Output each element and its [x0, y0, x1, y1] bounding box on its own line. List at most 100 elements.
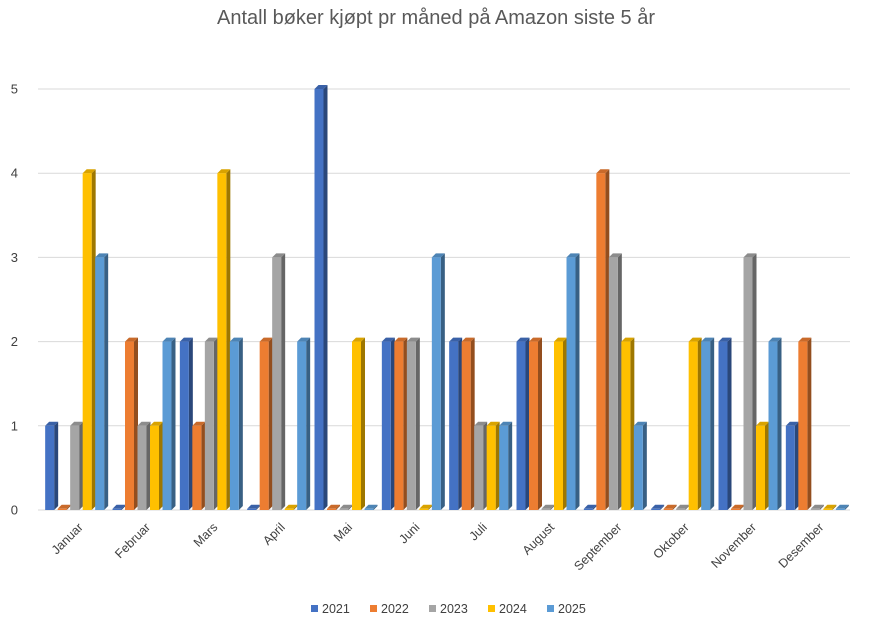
- bar-top: [621, 337, 635, 342]
- bar-top: [486, 421, 500, 426]
- bar-2025-Juni: [431, 253, 445, 510]
- bar-side: [213, 337, 218, 510]
- bar-side: [660, 504, 665, 510]
- y-tick-label: 0: [11, 503, 18, 518]
- bar-2025-Mars: [229, 337, 243, 510]
- bar-top: [339, 504, 353, 509]
- bar-top: [394, 337, 408, 342]
- bar-front: [297, 341, 307, 510]
- bar-2023-Mars: [204, 337, 218, 510]
- bar-top: [406, 337, 420, 342]
- bar-front: [756, 425, 765, 510]
- bar-2022-Mars: [192, 421, 206, 510]
- bar-side: [281, 253, 286, 510]
- bar-front: [541, 508, 551, 510]
- bar-front: [82, 173, 92, 510]
- bar-front: [217, 173, 227, 510]
- bar-side: [832, 504, 837, 510]
- bar-2024-Oktober: [688, 337, 702, 510]
- bar-2021-Oktober: [651, 504, 665, 510]
- bar-top: [45, 421, 59, 426]
- bar-2025-Februar: [162, 337, 176, 510]
- bar-top: [57, 504, 71, 509]
- bar-side: [727, 337, 732, 510]
- bar-front: [785, 425, 795, 510]
- bar-top: [768, 337, 782, 342]
- bar-front: [247, 508, 257, 510]
- bar-front: [474, 425, 484, 510]
- bar-2025-November: [768, 337, 782, 510]
- bar-side: [844, 504, 849, 510]
- bar-2023-November: [743, 253, 757, 510]
- bar-side: [630, 337, 635, 510]
- bar-2025-Juli: [499, 421, 513, 510]
- bar-2022-Desember: [798, 337, 812, 510]
- y-tick-label: 1: [11, 418, 18, 433]
- legend: 2021 2022 2023 2024 2025: [311, 602, 586, 616]
- legend-item-2024: 2024: [488, 602, 527, 616]
- bar-2023-September: [608, 253, 622, 510]
- bar-side: [697, 337, 702, 510]
- bar-front: [461, 341, 471, 510]
- bar-side: [79, 421, 84, 510]
- bar-top: [364, 504, 378, 509]
- bar-side: [134, 337, 138, 510]
- bar-2021-Desember: [785, 421, 799, 510]
- bar-front: [596, 173, 606, 510]
- bar-side: [672, 504, 677, 510]
- legend-label: 2023: [440, 602, 468, 616]
- bar-side: [104, 253, 109, 510]
- bar-top: [272, 253, 286, 258]
- bar-front: [583, 508, 593, 510]
- bar-2022-Februar: [125, 337, 138, 510]
- bar-top: [431, 253, 445, 258]
- bar-front: [663, 508, 673, 510]
- bar-front: [204, 341, 214, 510]
- bar-front: [835, 508, 845, 510]
- legend-swatch: [311, 605, 318, 612]
- bar-front: [554, 341, 563, 510]
- bar-top: [229, 337, 243, 342]
- bar-top: [179, 337, 193, 342]
- bar-front: [701, 341, 711, 510]
- bar-side: [710, 337, 715, 510]
- bar-2025-Januar: [95, 253, 109, 510]
- x-tick-label: Mars: [191, 520, 221, 550]
- bar-2024-Mai: [352, 337, 365, 510]
- bar-2022-September: [596, 169, 610, 510]
- bar-front: [529, 341, 538, 510]
- bar-2021-November: [718, 337, 732, 510]
- bar-2025-Oktober: [701, 337, 715, 510]
- bar-side: [740, 504, 744, 510]
- y-axis-ticks: 0 1 2 3 4 5: [11, 82, 18, 518]
- bar-2025-August: [566, 253, 580, 510]
- bar-side: [575, 253, 580, 510]
- bar-2022-Mai: [327, 504, 340, 510]
- bar-2022-August: [529, 337, 542, 510]
- bar-top: [217, 169, 231, 174]
- bar-2022-Juni: [394, 337, 408, 510]
- bar-top: [651, 504, 665, 509]
- bar-front: [798, 341, 808, 510]
- bar-2025-September: [633, 421, 647, 510]
- bar-side: [91, 169, 96, 510]
- legend-item-2021: 2021: [311, 602, 350, 616]
- bar-top: [663, 504, 677, 509]
- bar-front: [499, 425, 509, 510]
- bar-front: [633, 425, 643, 510]
- bar-front: [229, 341, 239, 510]
- bar-side: [403, 337, 408, 510]
- x-tick-label: November: [708, 520, 759, 571]
- bar-2024-Desember: [823, 504, 837, 510]
- bar-2024-November: [756, 421, 769, 510]
- bar-top: [204, 337, 218, 342]
- bar-front: [272, 257, 282, 510]
- bar-front: [284, 508, 294, 510]
- bar-top: [608, 253, 622, 258]
- bar-side: [54, 421, 59, 510]
- bar-side: [226, 169, 231, 510]
- bar-2021-Juni: [381, 337, 395, 510]
- bar-top: [259, 337, 273, 342]
- bar-side: [415, 337, 420, 510]
- bar-top: [125, 337, 138, 342]
